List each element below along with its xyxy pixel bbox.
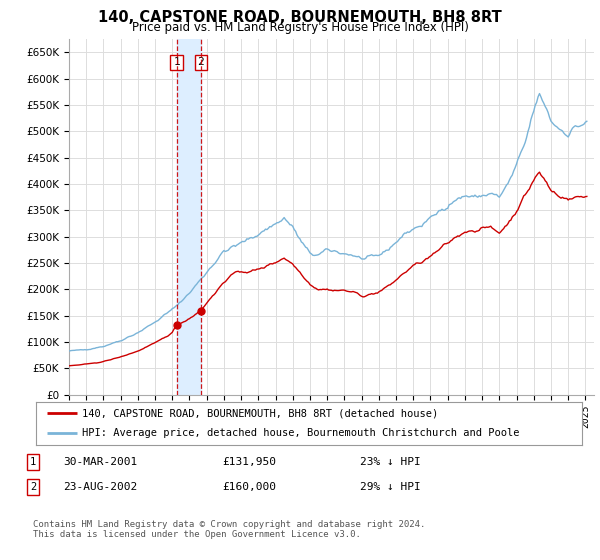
Text: 140, CAPSTONE ROAD, BOURNEMOUTH, BH8 8RT: 140, CAPSTONE ROAD, BOURNEMOUTH, BH8 8RT [98,10,502,25]
Text: HPI: Average price, detached house, Bournemouth Christchurch and Poole: HPI: Average price, detached house, Bour… [82,428,520,438]
Text: 2: 2 [30,482,36,492]
Text: 23-AUG-2002: 23-AUG-2002 [63,482,137,492]
Text: 1: 1 [30,457,36,467]
Text: 1: 1 [173,57,180,67]
Text: £160,000: £160,000 [222,482,276,492]
Bar [176,39,200,395]
Text: 2: 2 [197,57,204,67]
Text: 29% ↓ HPI: 29% ↓ HPI [360,482,421,492]
Text: 23% ↓ HPI: 23% ↓ HPI [360,457,421,467]
Text: Price paid vs. HM Land Registry's House Price Index (HPI): Price paid vs. HM Land Registry's House … [131,21,469,34]
Text: 140, CAPSTONE ROAD, BOURNEMOUTH, BH8 8RT (detached house): 140, CAPSTONE ROAD, BOURNEMOUTH, BH8 8RT… [82,408,439,418]
Text: Contains HM Land Registry data © Crown copyright and database right 2024.
This d: Contains HM Land Registry data © Crown c… [33,520,425,539]
Text: £131,950: £131,950 [222,457,276,467]
Text: 30-MAR-2001: 30-MAR-2001 [63,457,137,467]
